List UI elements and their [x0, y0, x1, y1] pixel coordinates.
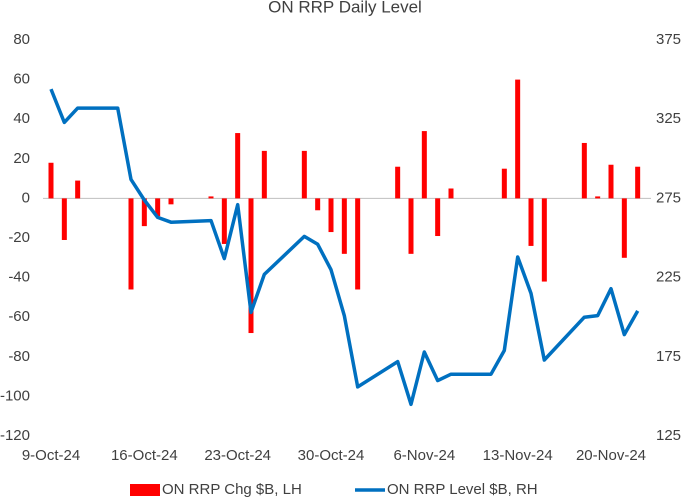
y2-tick-label: 375	[656, 31, 681, 48]
bar	[48, 162, 54, 199]
y-tick-label: 20	[13, 150, 30, 167]
bar	[528, 198, 534, 246]
bar	[435, 198, 441, 237]
x-tick-label: 30-Oct-24	[298, 447, 365, 464]
legend-swatch	[130, 484, 160, 496]
x-tick-label: 16-Oct-24	[111, 447, 178, 464]
bar	[168, 198, 174, 205]
bar	[595, 196, 601, 199]
x-tick-label: 23-Oct-24	[204, 447, 271, 464]
y-tick-label: -120	[0, 427, 30, 444]
y-tick-label: -100	[0, 387, 30, 404]
x-tick-label: 13-Nov-24	[483, 447, 553, 464]
x-tick-label: 20-Nov-24	[576, 447, 646, 464]
bar	[448, 188, 454, 199]
y-tick-label: -80	[8, 348, 30, 365]
x-tick-label: 9-Oct-24	[22, 447, 80, 464]
y2-tick-label: 275	[656, 189, 681, 206]
y-tick-label: 80	[13, 31, 30, 48]
bar	[501, 168, 507, 199]
y-tick-label: -60	[8, 308, 30, 325]
bar	[248, 198, 254, 334]
y-tick-label: 60	[13, 71, 30, 88]
bar	[128, 198, 134, 290]
bar	[408, 198, 414, 254]
y2-tick-label: 125	[656, 427, 681, 444]
bar	[421, 131, 427, 199]
bar	[208, 196, 214, 199]
bar	[61, 198, 67, 240]
y2-tick-label: 225	[656, 269, 681, 286]
y-tick-label: -20	[8, 229, 30, 246]
bar	[621, 198, 627, 258]
bar	[395, 166, 401, 199]
bar	[75, 180, 81, 199]
bar	[581, 142, 587, 199]
bar	[235, 133, 241, 199]
bar	[355, 198, 361, 290]
y-tick-label: 0	[22, 189, 30, 206]
bar	[515, 79, 521, 199]
line	[49, 88, 640, 407]
legend-label: ON RRP Chg $B, LH	[162, 481, 302, 498]
bar	[141, 198, 147, 227]
y-tick-label: 40	[13, 110, 30, 127]
bar	[315, 198, 321, 211]
bar	[328, 198, 334, 233]
bar	[261, 150, 267, 199]
y2-tick-label: 325	[656, 110, 681, 127]
y-tick-label: -40	[8, 269, 30, 286]
bar	[608, 164, 614, 199]
bar	[155, 198, 161, 217]
x-tick-label: 6-Nov-24	[393, 447, 455, 464]
chart-title: ON RRP Daily Level	[268, 0, 422, 16]
bar	[635, 166, 641, 199]
bar	[541, 198, 547, 282]
bar	[341, 198, 347, 254]
bar	[301, 150, 307, 199]
legend-label: ON RRP Level $B, RH	[387, 481, 538, 498]
bar	[221, 198, 227, 244]
y2-tick-label: 175	[656, 348, 681, 365]
